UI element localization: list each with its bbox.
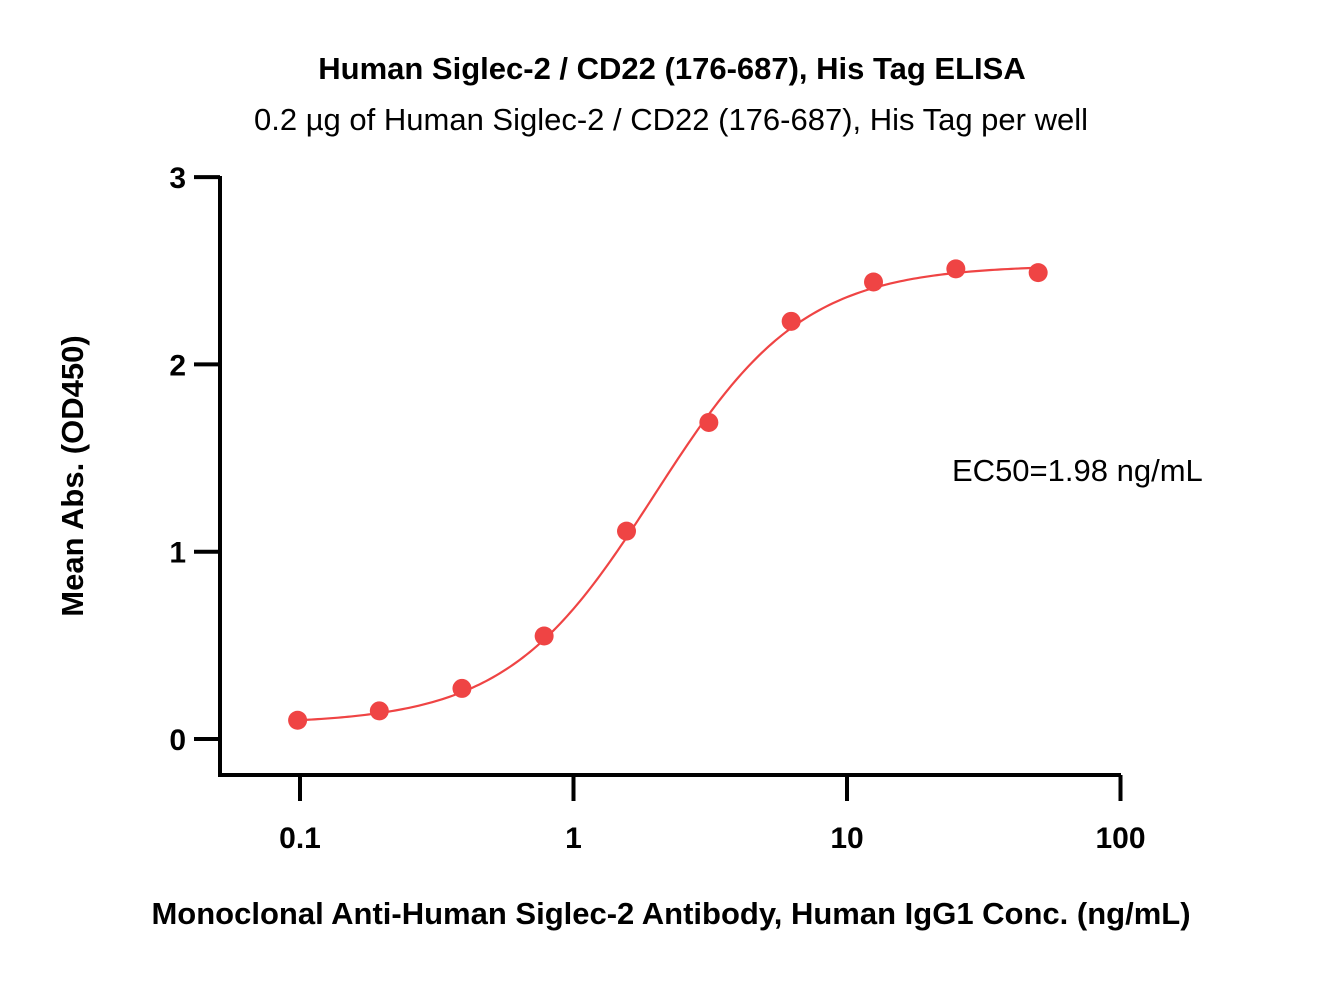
x-tick-label: 10 <box>830 822 863 855</box>
y-tick-label: 0 <box>169 724 186 757</box>
data-point <box>452 678 472 698</box>
x-axis-label: Monoclonal Anti-Human Siglec-2 Antibody,… <box>151 896 1190 931</box>
data-point <box>946 259 966 279</box>
data-point <box>1028 263 1048 283</box>
fit-curve-line <box>297 266 1039 722</box>
data-point <box>534 626 554 646</box>
x-tick-label: 0.1 <box>279 822 321 855</box>
x-tick-label: 100 <box>1095 822 1145 855</box>
data-point <box>781 311 801 331</box>
y-tick-label: 1 <box>169 537 186 570</box>
chart-title: Human Siglec-2 / CD22 (176-687), His Tag… <box>318 51 1025 86</box>
y-axis-label: Mean Abs. (OD450) <box>55 335 90 616</box>
x-tick-label: 1 <box>565 822 582 855</box>
y-tick-label: 2 <box>169 349 186 382</box>
data-point <box>369 701 389 721</box>
x-axis-ticks: 0.1 1 10 100 <box>279 775 1146 855</box>
chart-subtitle: 0.2 µg of Human Siglec-2 / CD22 (176-687… <box>254 102 1088 137</box>
data-point <box>699 412 719 432</box>
data-point <box>864 272 884 292</box>
ec50-annotation: EC50=1.98 ng/mL <box>952 453 1203 488</box>
data-point <box>288 710 308 730</box>
plot-area <box>288 259 1048 730</box>
data-point <box>617 521 637 541</box>
y-axis-ticks: 0 1 2 3 <box>169 162 220 757</box>
y-tick-label: 3 <box>169 162 186 195</box>
